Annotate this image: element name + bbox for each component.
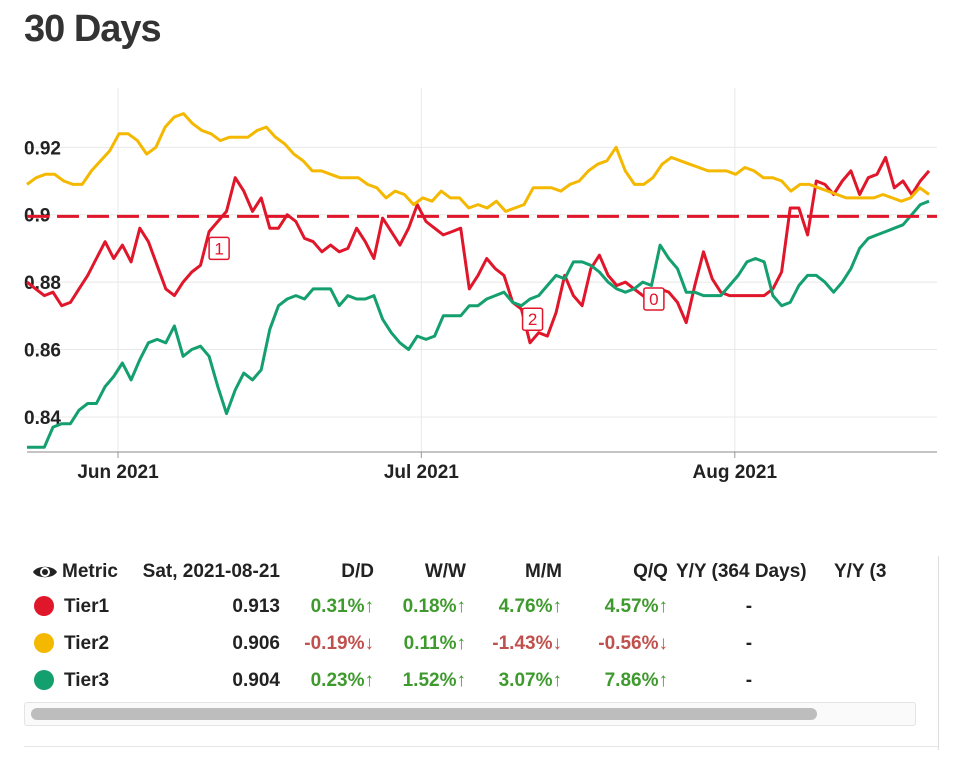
yy-change: - [745, 595, 753, 617]
yy-2-change [828, 662, 906, 699]
y-tick-label: 0.86 [24, 341, 61, 362]
metric-name: Tier2 [64, 632, 110, 654]
yy-change: - [745, 632, 753, 654]
annotation-label: 2 [528, 310, 537, 329]
dd-change: -0.19%↓ [304, 632, 374, 654]
mm-column-header[interactable]: M/M [525, 561, 562, 582]
current-value: 0.904 [232, 669, 280, 691]
metric-name: Tier1 [64, 595, 110, 617]
metric-column-header[interactable]: Metric [24, 556, 120, 588]
eye-icon[interactable] [32, 563, 58, 581]
series-color-dot [34, 633, 54, 654]
yy-column-header[interactable]: Y/Y (364 Days) [675, 561, 807, 582]
table-divider [24, 746, 938, 747]
current-value: 0.906 [232, 632, 280, 654]
metrics-table: Metric Sat, 2021-08-21 D/D W/W M/M Q/Q Y… [24, 556, 906, 699]
page-title: 30 Days [24, 8, 162, 50]
ww-change: 0.11%↑ [403, 632, 466, 654]
qq-column-header[interactable]: Q/Q [633, 561, 668, 582]
yy-2-column-header[interactable]: Y/Y (3 [833, 561, 887, 582]
table-row: Tier3 0.904 0.23%↑ 1.52%↑ 3.07%↑ 7.86%↑ - [24, 662, 906, 699]
y-tick-label: 0.84 [24, 408, 61, 429]
annotation-marker [521, 307, 544, 331]
mm-change: 4.76%↑ [498, 595, 562, 617]
mm-change: 3.07%↑ [498, 669, 562, 691]
series-line-tier1 [26, 155, 931, 345]
metric-name-cell[interactable]: Tier1 [24, 588, 120, 625]
metric-name-cell[interactable]: Tier3 [24, 662, 120, 699]
y-tick-label: 0.92 [24, 138, 61, 159]
metrics-table-container: Metric Sat, 2021-08-21 D/D W/W M/M Q/Q Y… [24, 556, 939, 750]
x-tick-label: Jun 2021 [77, 462, 159, 483]
annotation-label: 1 [214, 239, 223, 258]
scrollbar-thumb[interactable] [31, 708, 817, 720]
mm-change: -1.43%↓ [492, 632, 562, 654]
qq-change: 4.57%↑ [604, 595, 668, 617]
dd-change: 0.31%↑ [310, 595, 374, 617]
x-tick-label: Jul 2021 [384, 462, 459, 483]
ww-change: 1.52%↑ [402, 669, 466, 691]
horizontal-scrollbar[interactable] [24, 702, 916, 726]
qq-change: -0.56%↓ [598, 632, 668, 654]
yy-2-change [828, 588, 906, 625]
dd-change: 0.23%↑ [310, 669, 374, 691]
dd-column-header[interactable]: D/D [341, 561, 374, 582]
yy-change: - [745, 669, 753, 691]
qq-change: 7.86%↑ [604, 669, 668, 691]
x-tick-label: Aug 2021 [693, 462, 778, 483]
ww-change: 0.18%↑ [402, 595, 466, 617]
series-line-tier3 [27, 199, 930, 449]
annotation-marker [643, 287, 665, 311]
ww-column-header[interactable]: W/W [424, 561, 466, 582]
series-color-dot [34, 670, 54, 691]
series-line-tier2 [26, 112, 930, 213]
table-row: Tier1 0.913 0.31%↑ 0.18%↑ 4.76%↑ 4.57%↑ - [24, 588, 906, 625]
metric-name: Tier3 [64, 669, 110, 691]
annotation-label: 0 [649, 290, 658, 309]
table-row: Tier2 0.906 -0.19%↓ 0.11%↑ -1.43%↓ -0.56%↓ - [24, 625, 906, 662]
annotation-marker [208, 236, 230, 261]
metric-name-cell[interactable]: Tier2 [24, 625, 120, 662]
current-value: 0.913 [232, 595, 280, 617]
series-color-dot [34, 596, 54, 617]
date-column-header[interactable]: Sat, 2021-08-21 [142, 561, 280, 582]
yy-2-change [828, 625, 906, 662]
table-header-row: Metric Sat, 2021-08-21 D/D W/W M/M Q/Q Y… [24, 556, 906, 588]
